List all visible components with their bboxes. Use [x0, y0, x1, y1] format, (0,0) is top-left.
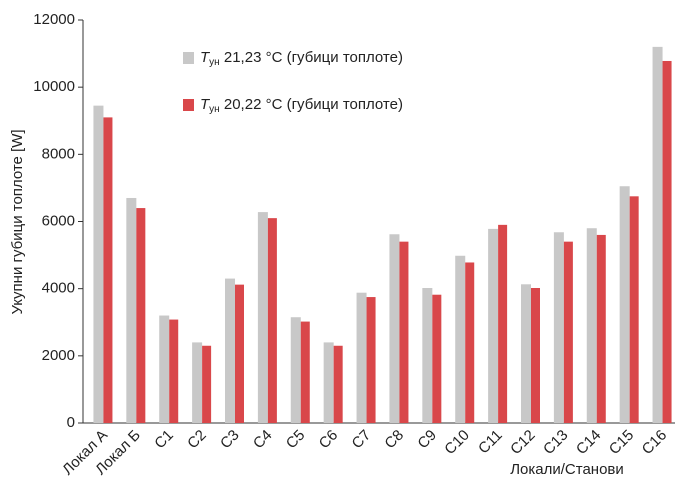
bar	[202, 345, 212, 423]
bar	[531, 287, 540, 423]
x-tick-label: С15	[606, 427, 637, 458]
bar	[169, 319, 179, 423]
bar	[366, 297, 376, 423]
bar	[619, 186, 630, 423]
legend-symbol: T	[200, 49, 211, 66]
y-tick-label: 0	[67, 414, 75, 431]
bar	[290, 317, 301, 423]
x-tick-label: С1	[151, 427, 177, 453]
y-tick-label: 6000	[42, 212, 75, 229]
x-tick-label: С3	[217, 427, 243, 453]
legend-label: Tун 20,22 °C (губици топлоте)	[200, 96, 403, 115]
bar	[399, 241, 409, 423]
x-tick-label: С2	[184, 427, 210, 453]
bar	[333, 345, 343, 423]
x-tick-label: С9	[414, 427, 440, 453]
x-tick-label: С6	[316, 427, 342, 453]
x-tick-label: С14	[573, 427, 604, 458]
legend-text: 21,23 °C (губици топлоте)	[220, 49, 403, 66]
x-axis-title: Локали/Станови	[510, 461, 624, 478]
bar	[553, 232, 564, 423]
x-tick-label: С11	[475, 427, 506, 458]
bar	[521, 284, 531, 423]
bar	[103, 117, 113, 424]
bar	[159, 315, 170, 423]
y-tick-label: 2000	[42, 347, 75, 364]
legend-subscript: ун	[209, 57, 220, 68]
bar	[563, 241, 573, 423]
bar	[662, 60, 672, 423]
bar	[455, 255, 466, 423]
y-axis-title: Укупни губици топлоте [W]	[9, 129, 26, 314]
y-tick-label: 10000	[33, 78, 75, 95]
bar	[488, 228, 499, 423]
legend-text: 20,22 °C (губици топлоте)	[220, 96, 403, 113]
x-tick-label: С12	[507, 427, 538, 458]
x-tick-label: С16	[639, 427, 670, 458]
bar	[225, 278, 235, 423]
y-tick-label: 4000	[42, 280, 75, 297]
legend-subscript: ун	[209, 104, 220, 115]
x-tick-label: С13	[540, 427, 571, 458]
bar	[389, 234, 400, 423]
bar	[93, 105, 104, 423]
legend-swatch	[183, 99, 194, 111]
bar	[192, 342, 203, 423]
bar	[235, 284, 244, 423]
x-tick-label: С4	[250, 427, 276, 453]
x-tick-label: С5	[283, 427, 309, 453]
legend-swatch	[183, 52, 194, 64]
bar	[629, 196, 639, 423]
x-tick-label: С10	[441, 427, 472, 458]
bar	[652, 46, 663, 423]
bar	[432, 294, 442, 423]
bar	[267, 218, 277, 423]
bar	[498, 224, 508, 423]
bar	[257, 212, 268, 423]
legend-label: Tун 21,23 °C (губици топлоте)	[200, 49, 403, 68]
bar	[136, 208, 146, 423]
bar	[596, 234, 606, 423]
bar	[465, 262, 475, 423]
bar	[126, 197, 137, 423]
legend-symbol: T	[200, 96, 211, 113]
x-tick-label: С8	[381, 427, 407, 453]
bar	[300, 321, 310, 423]
bar	[586, 228, 597, 423]
bar	[422, 287, 433, 423]
y-tick-label: 12000	[33, 11, 75, 28]
x-tick-label: С7	[349, 427, 375, 453]
bar	[323, 342, 334, 423]
y-tick-label: 8000	[42, 145, 75, 162]
bar	[356, 292, 367, 423]
